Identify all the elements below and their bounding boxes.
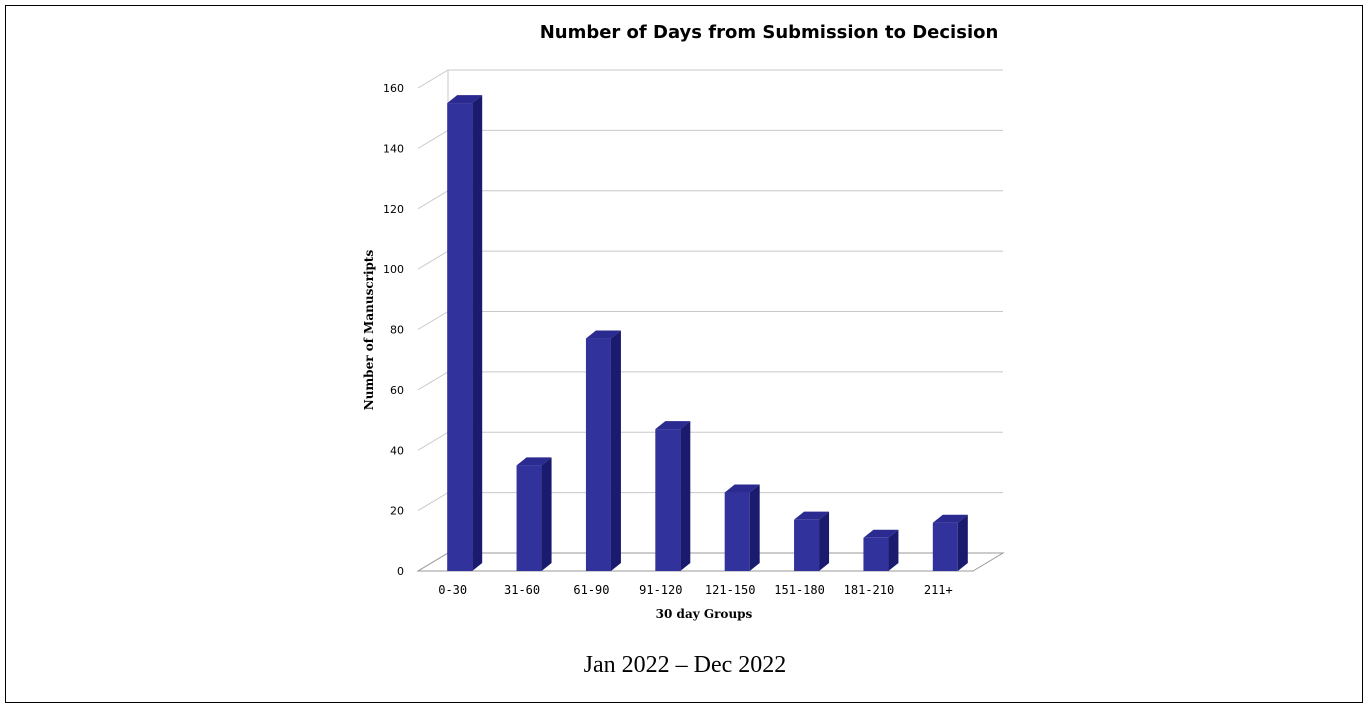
- bar: [585, 330, 621, 571]
- bar: [863, 529, 899, 571]
- bar-top: [863, 529, 899, 538]
- gridline-depth: [417, 69, 449, 89]
- bar: [794, 511, 830, 571]
- gridline-depth: [417, 311, 449, 330]
- bar-top: [447, 95, 483, 104]
- y-tick-label: 140: [383, 142, 404, 155]
- date-range-caption: Jan 2022 – Dec 2022: [583, 652, 787, 678]
- bar-front: [724, 492, 750, 571]
- figure-frame: [5, 5, 1363, 703]
- gridline-depth: [417, 190, 449, 210]
- bar: [932, 514, 968, 571]
- gridline-depth: [417, 129, 449, 149]
- x-tick-label: 121-150: [705, 583, 756, 597]
- bar-front: [655, 429, 681, 571]
- chart-title: Number of Days from Submission to Decisi…: [540, 22, 999, 43]
- bar-front: [585, 338, 611, 571]
- bar-front: [863, 537, 889, 571]
- grid: [416, 69, 1005, 572]
- bar-side: [888, 529, 899, 571]
- x-axis-ticks: 0-30 31-60 61-90 91-120 121-150 151-180 181-21…: [438, 583, 953, 597]
- bar-front: [932, 522, 958, 571]
- y-tick-label: 100: [383, 263, 404, 276]
- bar-top: [724, 484, 760, 493]
- bar-top: [932, 514, 968, 523]
- bar: [724, 484, 760, 571]
- bar-side: [610, 330, 621, 571]
- y-axis-label: Number of Manuscripts: [362, 250, 376, 411]
- y-tick-label: 160: [383, 82, 404, 95]
- gridline-depth: [417, 250, 449, 270]
- bar: [447, 95, 483, 571]
- gridline-depth: [417, 492, 449, 512]
- y-tick-label: 120: [383, 203, 404, 216]
- x-tick-label: 0-30: [438, 583, 467, 597]
- bar-side: [541, 457, 552, 571]
- bar-front: [794, 519, 820, 571]
- y-tick-label: 80: [390, 324, 404, 337]
- bar-side: [680, 421, 691, 571]
- bar: [655, 421, 691, 571]
- y-tick-label: 40: [390, 444, 404, 457]
- gridline-depth: [417, 371, 449, 391]
- bar: [516, 457, 552, 571]
- y-tick-label: 20: [390, 505, 404, 518]
- x-tick-label: 31-60: [504, 583, 540, 597]
- bar-top: [516, 457, 552, 466]
- x-axis-label: 30 day Groups: [656, 607, 753, 621]
- bar-front: [516, 465, 542, 571]
- bars: [447, 95, 968, 571]
- bar-side: [819, 511, 830, 571]
- y-tick-label: 60: [390, 384, 404, 397]
- bar-top: [794, 511, 830, 520]
- x-tick-label: 181-210: [844, 583, 895, 597]
- y-tick-label: 0: [397, 565, 404, 578]
- x-tick-label: 151-180: [774, 583, 825, 597]
- x-tick-label: 91-120: [639, 583, 682, 597]
- bar-side: [749, 484, 760, 571]
- x-tick-label: 211+: [924, 583, 953, 597]
- y-axis-ticks: 0 20 40 60 80 100 120 140 160: [383, 82, 404, 578]
- bar-top: [585, 330, 621, 339]
- x-tick-label: 61-90: [573, 583, 609, 597]
- bar-top: [655, 421, 691, 430]
- bar-side: [957, 514, 968, 571]
- chart-floor: [416, 552, 1005, 572]
- gridline-depth: [417, 431, 449, 451]
- bar-front: [447, 103, 473, 571]
- bar-side: [472, 95, 483, 571]
